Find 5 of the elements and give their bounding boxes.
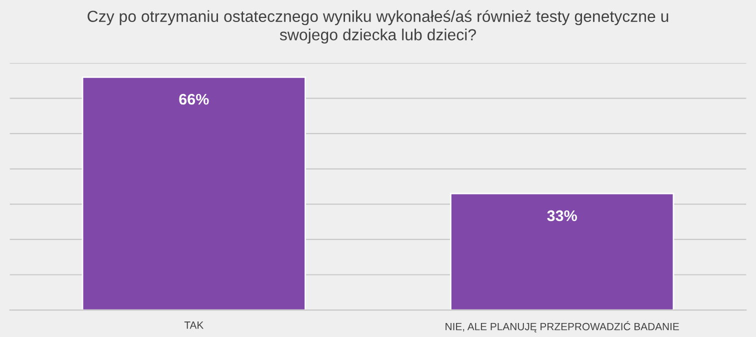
chart-title: Czy po otrzymaniu ostatecznego wyniku wykonałeś/aś również testy genetyczne u swojego dziecka lub dzieci? [88,10,668,44]
x-tick-label: TAK [184,322,204,329]
data-label: 66% [179,94,209,105]
x-tick-label: NIE, ALE PLANUJĘ PRZEPROWADZIĆ BADANIE [446,321,679,332]
data-label: 33% [547,210,577,222]
